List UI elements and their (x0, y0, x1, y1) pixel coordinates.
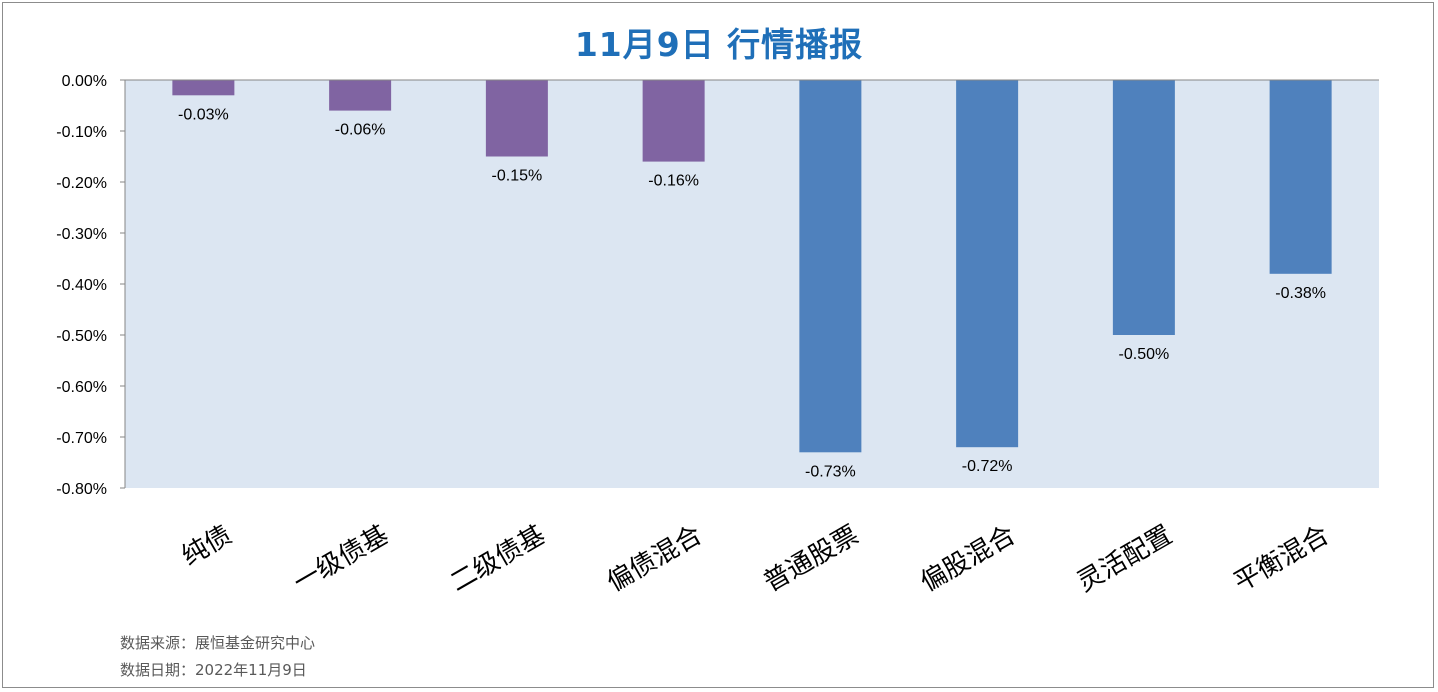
y-tick-label: -0.80% (56, 481, 107, 498)
bar (1112, 80, 1175, 335)
category-label: 灵活配置 (1072, 520, 1177, 598)
y-tick-label: -0.40% (56, 277, 107, 294)
category-label: 一级债基 (289, 520, 394, 598)
data-label: -0.38% (1275, 285, 1326, 302)
plot-area (125, 80, 1379, 488)
y-tick-label: 0.00% (62, 73, 107, 90)
y-tick-label: -0.70% (56, 430, 107, 447)
data-label: -0.72% (962, 458, 1013, 475)
category-label: 二级债基 (445, 520, 550, 598)
category-label: 纯债 (177, 520, 237, 572)
source-line: 数据来源：展恒基金研究中心 (120, 634, 316, 652)
category-label: 偏股混合 (916, 520, 1021, 598)
data-label: -0.16% (648, 173, 699, 190)
bar (485, 80, 548, 157)
data-label: -0.06% (335, 122, 386, 139)
bar (329, 80, 392, 111)
bar (799, 80, 862, 453)
category-label: 普通股票 (759, 520, 864, 598)
data-label: -0.03% (178, 106, 229, 123)
bar (956, 80, 1019, 448)
y-tick-label: -0.30% (56, 226, 107, 243)
data-label: -0.50% (1119, 346, 1170, 363)
y-tick-label: -0.60% (56, 379, 107, 396)
chart-title: 11月9日 行情播报 (574, 25, 864, 64)
category-label: 偏债混合 (602, 520, 707, 598)
bar (172, 80, 235, 96)
data-label: -0.15% (492, 168, 543, 185)
category-label: 平衡混合 (1229, 520, 1334, 598)
y-tick-label: -0.50% (56, 328, 107, 345)
date-line: 数据日期：2022年11月9日 (120, 661, 307, 679)
data-label: -0.73% (805, 463, 856, 480)
bar (1269, 80, 1332, 274)
y-tick-label: -0.20% (56, 175, 107, 192)
bar (642, 80, 705, 162)
source-note: 数据来源：展恒基金研究中心 数据日期：2022年11月9日 (120, 630, 315, 684)
y-tick-label: -0.10% (56, 124, 107, 141)
